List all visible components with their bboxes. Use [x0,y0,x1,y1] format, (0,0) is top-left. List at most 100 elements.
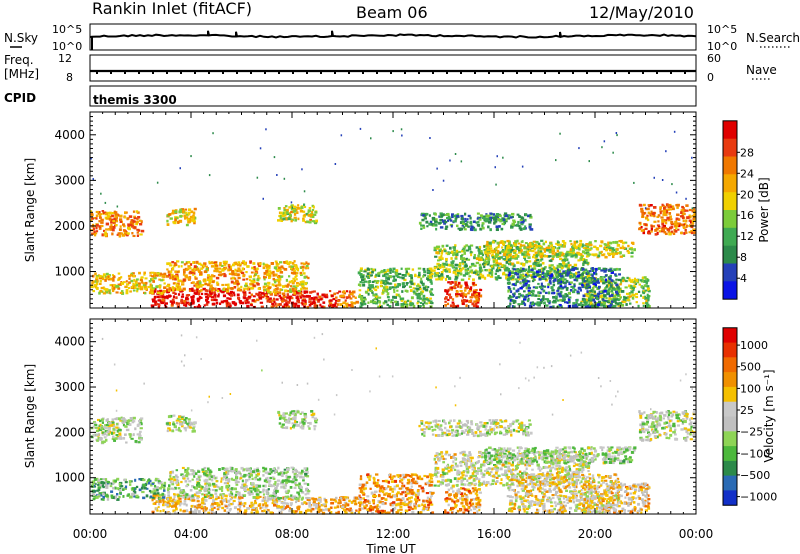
power-cell [251,266,255,270]
power-cell [534,257,537,260]
power-cell [624,296,628,299]
velocity-cell [195,506,199,510]
power-cell [382,286,386,290]
power-cell [288,261,292,264]
power-cell [460,217,464,221]
power-cell [199,296,203,299]
power-cell [374,288,378,292]
power-cell [200,292,204,296]
power-cell [538,278,542,281]
velocity-cell [213,506,216,509]
nave-dot [502,72,504,74]
power-cell [586,247,590,250]
power-cell [100,221,104,224]
power-scatter-cell [555,159,557,162]
power-cell [598,251,602,255]
power-cell [531,275,535,279]
power-cell [560,251,564,254]
velocity-cell [243,502,247,505]
velocity-cell [111,423,115,427]
power-cell [209,277,213,281]
power-cell [684,228,687,232]
power-cell [401,276,405,280]
power-cell [275,268,279,271]
power-cell [670,221,674,224]
power-cell [569,248,572,252]
power-cell [374,293,378,296]
power-cell [272,304,275,307]
power-cell [389,267,392,271]
power-cell [601,294,605,297]
power-cell [404,305,409,308]
power-cell [180,295,185,298]
power-cell [390,299,394,302]
power-cell [670,222,674,226]
nave-dot [110,72,112,74]
velocity-cell [107,427,111,431]
power-cell [311,209,315,212]
nave-dot [138,72,140,74]
power-cell [300,262,303,265]
power-cell [560,254,565,257]
power-cell [157,299,160,302]
power-cell [533,265,536,268]
power-cell [688,219,692,222]
power-cell [661,228,665,232]
power-cell [363,302,367,306]
power-cell [472,271,477,274]
power-cell [538,273,542,277]
power-cell [288,206,292,209]
power-cell [491,253,494,257]
power-cell [426,277,430,280]
power-cell [463,245,467,249]
power-cell [289,213,292,217]
power-cell [500,256,503,259]
power-cell [483,265,486,269]
power-cell [507,248,511,252]
power-cell [359,284,362,287]
power-cell [256,278,260,282]
power-cell [677,218,681,221]
power-cell [643,280,647,283]
power-cell [543,285,547,288]
power-cell [101,233,105,237]
power-cell [561,286,565,289]
velocity-cell [227,503,231,507]
power-cell [448,277,451,280]
power-cell [481,224,484,228]
power-cell [554,274,559,277]
power-cell [314,211,318,214]
velocity-cell [311,507,315,511]
power-cell [557,269,562,273]
power-cell [511,216,514,219]
power-cell [610,294,614,297]
power-cell [382,301,386,305]
velocity-cell [194,505,197,508]
power-cell [590,281,594,284]
power-cell [386,281,389,285]
power-cell [645,282,648,285]
power-cell [632,296,635,300]
freq-panel: Freq. [MHz] 12 8 60 0 Nave [4,52,777,84]
power-cell [639,204,643,207]
velocity-cell [254,500,257,503]
power-cell [661,218,665,221]
power-cell [136,231,139,234]
power-cell [150,278,154,282]
power-cell [439,226,444,229]
velocity-cell [184,497,187,501]
power-cell [99,274,102,278]
power-cell [346,290,349,293]
power-cell [219,289,222,293]
power-cell [532,273,536,276]
power-cell [191,268,195,272]
power-cell [612,298,616,301]
power-cell [268,266,271,270]
power-cell [588,241,592,244]
velocity-cell [155,507,158,511]
power-cell [637,304,640,308]
power-cell [467,247,472,251]
power-cell [392,279,396,283]
power-cell [295,302,298,306]
power-cell [186,218,190,221]
